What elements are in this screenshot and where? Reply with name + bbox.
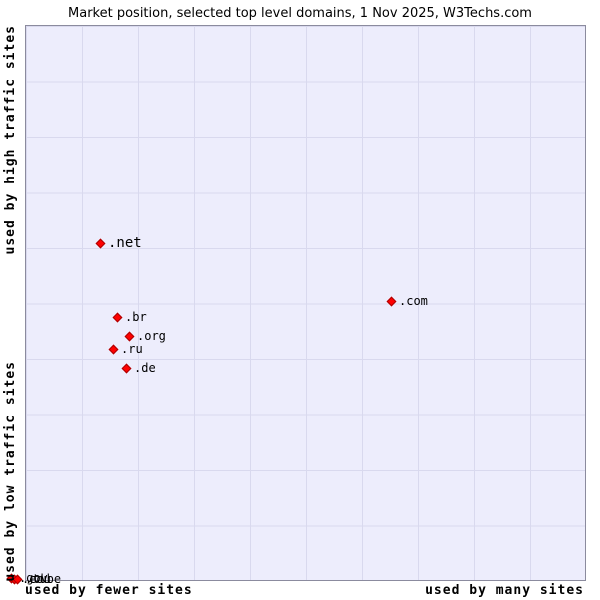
y-axis-label-low-traffic: used by low traffic sites xyxy=(3,361,18,582)
point-label: .com xyxy=(399,294,428,308)
point-label: .br xyxy=(125,310,147,324)
data-point: .tube xyxy=(12,572,62,586)
diamond-marker xyxy=(386,296,397,306)
diamond-marker xyxy=(121,363,132,373)
data-point: .gov xyxy=(6,571,48,585)
data-point: .de xyxy=(121,361,156,375)
point-label: .edu xyxy=(22,572,51,586)
point-label: .ru xyxy=(121,342,143,356)
point-label: .net xyxy=(108,235,142,251)
diamond-marker xyxy=(108,344,119,354)
x-axis-label-fewer-sites: used by fewer sites xyxy=(25,583,193,598)
diamond-marker xyxy=(124,331,135,341)
data-point: .com xyxy=(386,294,428,308)
data-point: .br xyxy=(112,310,147,324)
data-point: .net xyxy=(95,235,142,251)
point-label: .org xyxy=(137,329,166,343)
point-label: .gov xyxy=(19,571,48,585)
x-axis-label-many-sites: used by many sites xyxy=(425,583,584,598)
data-point: .ru xyxy=(108,342,143,356)
chart-title: Market position, selected top level doma… xyxy=(68,6,532,21)
diamond-marker xyxy=(112,312,123,322)
plot-area: .net .com .br .org .ru .de .gov .edu .tube xyxy=(6,25,586,585)
data-point: .org xyxy=(124,329,166,343)
point-label: .tube xyxy=(25,572,62,586)
point-label: .de xyxy=(134,361,156,375)
y-axis-label-high-traffic: used by high traffic sites xyxy=(3,25,18,255)
diamond-marker xyxy=(95,238,106,248)
data-point: .edu xyxy=(9,572,51,586)
